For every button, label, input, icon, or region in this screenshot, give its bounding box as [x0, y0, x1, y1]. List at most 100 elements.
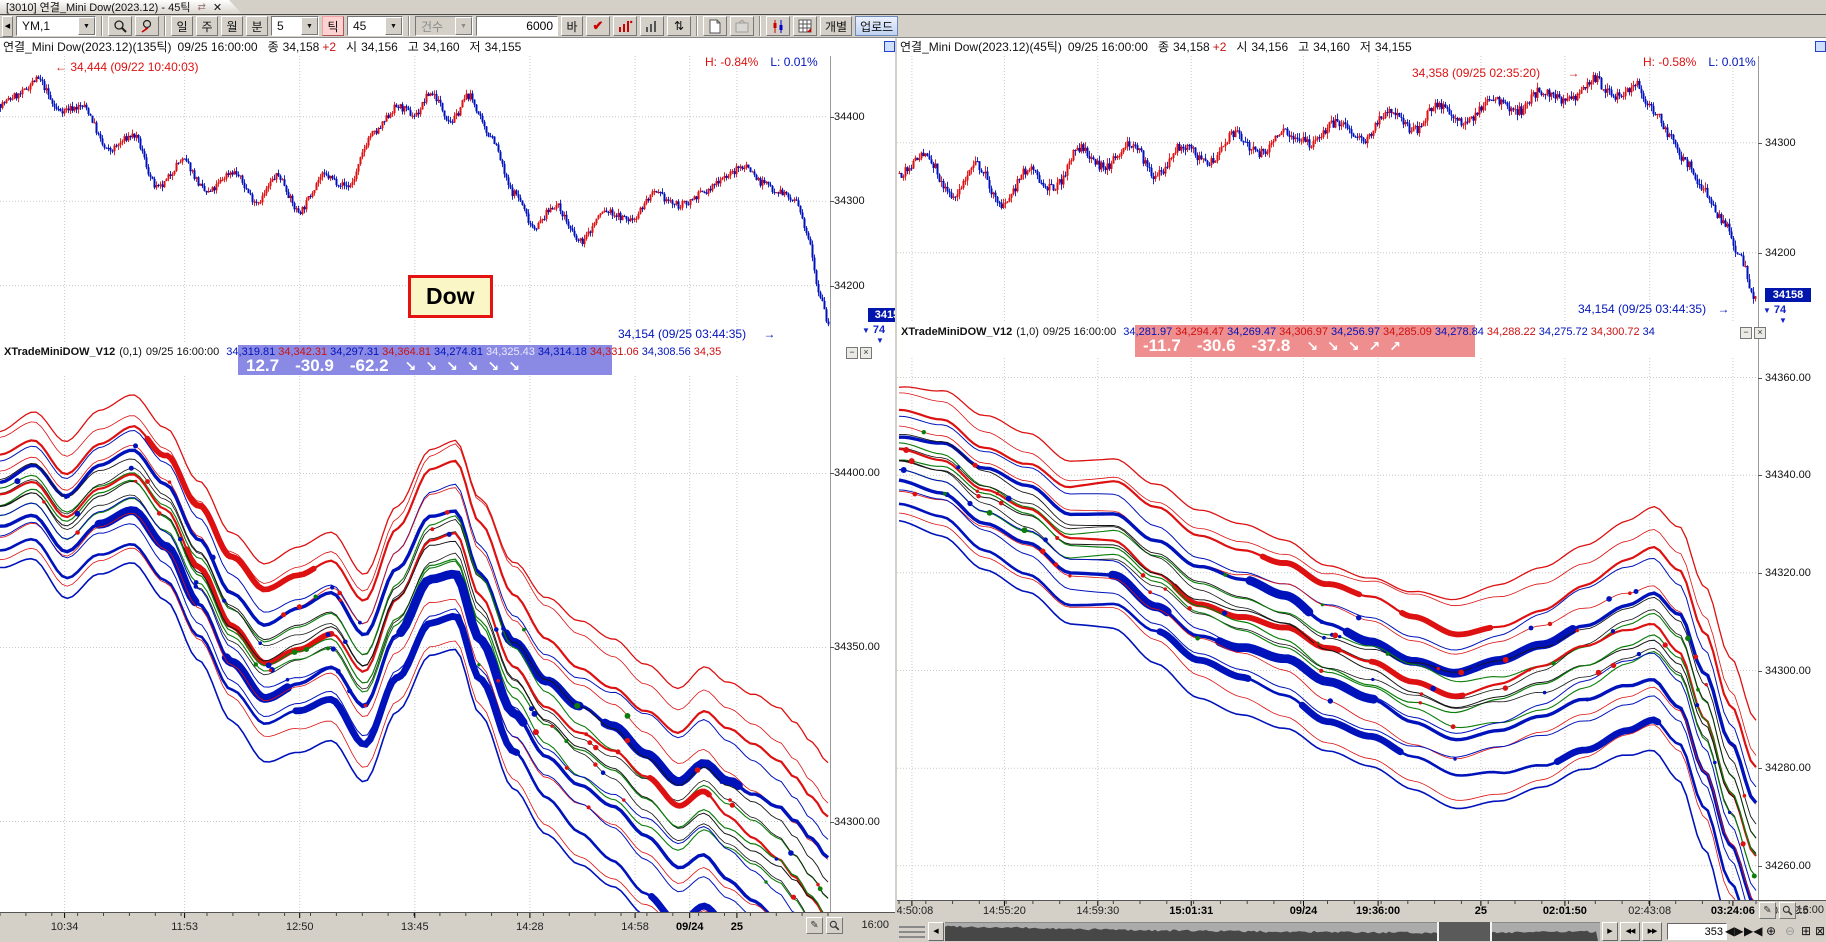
instrument-name: 연결_Mini Dow(2023.12)(135틱) — [3, 40, 172, 54]
x-axis-label: 10:34 — [50, 921, 79, 933]
x-axis-label: 14:28 — [516, 921, 544, 933]
period-month-button[interactable]: 월 — [221, 16, 243, 36]
chevron-down-icon[interactable]: ▼ — [301, 17, 318, 35]
new-document-button[interactable] — [703, 16, 727, 36]
signal-arrow-icon: ↘ — [1347, 337, 1360, 354]
chart-panel-right[interactable]: 연결_Mini Dow(2023.12)(45틱) 09/25 16:00:00… — [897, 38, 1826, 942]
scrollbar-preview — [945, 925, 1598, 941]
scrollbar-grip[interactable] — [899, 926, 925, 938]
indicator-value: 34,300.72 — [1590, 326, 1640, 338]
edit-check-button[interactable]: ✔ — [586, 16, 610, 36]
indicator-datetime: 09/25 16:00:00 — [145, 346, 220, 358]
right-price-plot[interactable] — [897, 56, 1826, 322]
period-day-button[interactable]: 일 — [171, 16, 193, 36]
swap-icon[interactable]: ⇄ — [197, 1, 206, 13]
minimize-icon[interactable]: − — [846, 347, 858, 359]
window-tab[interactable]: [3010] 연결_Mini Dow(2023.12) - 45틱 ⇄ ✕ — [0, 0, 242, 14]
chevron-down-icon[interactable]: ▼ — [78, 17, 95, 35]
pane-collapse-icon[interactable] — [884, 41, 895, 52]
tick-combo[interactable]: 45 ▼ — [347, 16, 403, 36]
sort-updown-button[interactable]: ⇅ — [667, 16, 691, 36]
chevron-down-icon[interactable]: ▼ — [455, 17, 472, 35]
x-axis-label: 02:43:08 — [1628, 905, 1672, 917]
signal-arrow-icon: ↘ — [466, 357, 479, 374]
header-datetime: 09/25 16:00:00 — [177, 39, 258, 54]
symbol-combo[interactable]: YM,1 ▼ — [16, 16, 96, 36]
indicator-value: 34,314.18 — [537, 346, 587, 358]
indicator-value: 34,325.43 — [485, 346, 535, 358]
y-axis-tick — [1758, 573, 1762, 574]
fit-view-icon[interactable]: ⊞ — [1800, 924, 1812, 938]
collapse-horizontal-icon[interactable]: ▶◀ — [1744, 924, 1763, 938]
pane-collapse-icon[interactable] — [1815, 41, 1826, 52]
draw-icon[interactable]: ✎ — [806, 917, 823, 934]
scrollbar-track[interactable] — [945, 922, 1600, 941]
signal-value: 12.7 — [246, 356, 280, 375]
signal-arrow-icon: ↘ — [508, 357, 520, 374]
zoom-in-icon[interactable]: ⊕ — [1765, 924, 1777, 938]
zoom-reset-button[interactable] — [135, 16, 159, 36]
volume-chart-red-button[interactable] — [613, 16, 637, 36]
y-axis-label: 34300.00 — [1765, 665, 1811, 677]
period-week-button[interactable]: 주 — [196, 16, 218, 36]
separator — [408, 16, 410, 36]
right-indicator-plot[interactable] — [897, 358, 1826, 900]
close-icon[interactable]: × — [860, 347, 872, 359]
magnifier-icon[interactable] — [1779, 902, 1796, 919]
bars-unit-button[interactable]: 바 — [561, 16, 583, 36]
grid-layout-button[interactable] — [793, 16, 817, 36]
left-price-plot[interactable] — [0, 56, 895, 343]
price-axis-line — [830, 56, 831, 912]
y-axis-label: 34300 — [1765, 137, 1796, 149]
chart-scrollbar[interactable]: ◀ ▶ ◀◀ ▶▶ ◀▶ ▶◀ ⊕ ⊖ ⊞ ⊠ — [897, 922, 1826, 942]
individual-button[interactable]: 개별 — [820, 16, 853, 36]
count-combo-value: 건수 — [421, 19, 444, 34]
x-axis-label: 19:36:00 — [1356, 905, 1401, 917]
indicator-value: 34,306.97 — [1279, 326, 1329, 338]
close-icon[interactable]: ✕ — [212, 1, 223, 14]
close-view-icon[interactable]: ⊠ — [1814, 924, 1826, 938]
close-icon[interactable]: × — [1754, 327, 1766, 339]
period-minute-button[interactable]: 분 — [246, 16, 268, 36]
left-indicator-plot[interactable] — [0, 376, 895, 912]
page-forward-button[interactable]: ▶▶ — [1642, 922, 1662, 941]
signal-value: -30.6 — [1196, 336, 1236, 355]
x-axis-label: 25 — [730, 921, 744, 933]
magnifier-icon[interactable] — [826, 917, 843, 934]
candle-chart-button[interactable] — [766, 16, 790, 36]
toolbar-scroll-left-button[interactable]: ◀ — [2, 15, 13, 37]
change-value: +2 — [322, 39, 337, 54]
indicator-name: XTradeMiniDOW_V12 — [4, 346, 116, 358]
scroll-right-button[interactable]: ▶ — [1602, 922, 1618, 941]
indicator-header: XTradeMiniDOW_V12 (0,1) 09/25 16:00:00 3… — [4, 345, 844, 359]
page-back-button[interactable]: ◀◀ — [1620, 922, 1640, 941]
gray-bars-icon — [645, 20, 656, 32]
chevron-down-icon[interactable]: ▼ — [385, 17, 402, 35]
minimize-icon[interactable]: − — [1740, 327, 1752, 339]
indicator-value: 34,294.47 — [1175, 326, 1225, 338]
scrollbar-thumb[interactable] — [1437, 922, 1492, 941]
chart-panel-left[interactable]: 연결_Mini Dow(2023.12)(135틱) 09/25 16:00:0… — [0, 38, 895, 942]
volume-chart-button[interactable] — [640, 16, 664, 36]
price-sub-label: ▼ 74 — [1763, 304, 1786, 316]
instrument-name: 연결_Mini Dow(2023.12)(45틱) — [900, 40, 1062, 54]
annotation-last-text: 34,154 (09/25 03:44:35) — [1578, 302, 1707, 316]
expand-horizontal-icon[interactable]: ◀▶ — [1725, 924, 1744, 938]
upload-button[interactable]: 업로드 — [855, 16, 899, 36]
separator — [759, 16, 761, 36]
minute-combo[interactable]: 5 ▼ — [271, 16, 319, 36]
low-label: 저 — [1359, 40, 1371, 54]
chart-header: 연결_Mini Dow(2023.12)(45틱) 09/25 16:00:00… — [900, 39, 1412, 55]
bar-count-field[interactable] — [476, 16, 558, 36]
screen-button[interactable] — [730, 16, 754, 36]
period-tick-button[interactable]: 틱 — [322, 16, 344, 36]
draw-icon[interactable]: ✎ — [1759, 902, 1776, 919]
zoom-in-button[interactable] — [108, 16, 132, 36]
visible-bar-count-input[interactable] — [1667, 923, 1727, 940]
change-value: +2 — [1212, 39, 1227, 54]
scroll-left-button[interactable]: ◀ — [928, 922, 944, 941]
indicator-window-buttons: − × — [1740, 327, 1766, 339]
zoom-out-icon[interactable]: ⊖ — [1784, 924, 1796, 938]
x-axis-label: 12:50 — [285, 921, 314, 933]
count-combo[interactable]: 건수 ▼ — [415, 16, 473, 36]
